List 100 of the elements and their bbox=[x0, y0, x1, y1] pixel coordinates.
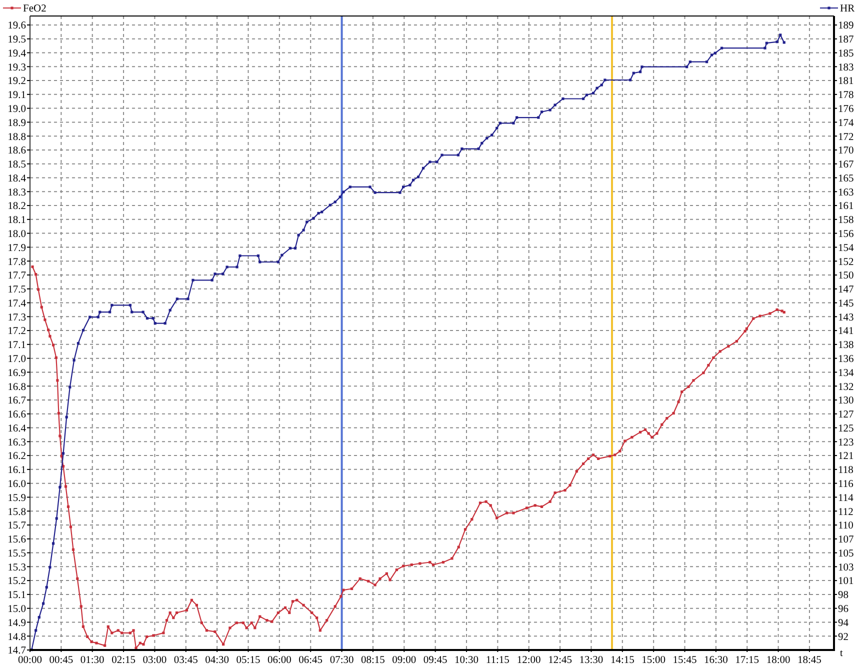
x-tick-label: 07:30 bbox=[330, 655, 354, 666]
y2-tick-label: 118 bbox=[838, 465, 854, 476]
y-tick-label: 15.5 bbox=[8, 548, 26, 560]
y-tick-label: 16.1 bbox=[8, 465, 26, 476]
y-tick-label: 16.8 bbox=[8, 382, 26, 393]
y2-tick-label: 130 bbox=[838, 396, 854, 407]
x-tick-label: 09:00 bbox=[392, 655, 416, 666]
x-tick-label: 06:00 bbox=[267, 655, 292, 666]
y2-tick-label: 112 bbox=[838, 506, 854, 518]
x-tick-label: 11:15 bbox=[486, 655, 510, 666]
y2-tick-label: 132 bbox=[838, 382, 854, 393]
x-tick-label: 03:00 bbox=[142, 655, 167, 666]
x-tick-label: 02:15 bbox=[112, 655, 136, 666]
x-tick-label: 12:45 bbox=[548, 655, 572, 666]
y2-tick-label: 98 bbox=[838, 590, 848, 602]
y2-tick-label: 136 bbox=[838, 354, 854, 366]
x-tick-label: 16:30 bbox=[704, 655, 728, 666]
y2-tick-label: 127 bbox=[838, 410, 854, 421]
y2-tick-label: 170 bbox=[838, 146, 854, 157]
y2-tick-label: 176 bbox=[838, 104, 854, 115]
y-tick-label: 18.0 bbox=[8, 228, 26, 240]
y-tick-label: 14.7 bbox=[8, 646, 26, 657]
y2-tick-label: 107 bbox=[838, 534, 854, 546]
y2-tick-label: 187 bbox=[838, 34, 854, 46]
y2-tick-label: 183 bbox=[838, 62, 854, 74]
y2-tick-label: 154 bbox=[838, 242, 854, 254]
x-tick-label: 04:30 bbox=[205, 655, 230, 666]
y2-tick-label: 101 bbox=[838, 576, 854, 588]
y-tick-label: 16.3 bbox=[8, 437, 26, 448]
x-tick-label: 06:45 bbox=[298, 655, 323, 666]
y-tick-label: 15.1 bbox=[8, 590, 26, 602]
y2-tick-label: 134 bbox=[838, 368, 854, 379]
y2-tick-label: 114 bbox=[838, 492, 854, 504]
y2-tick-label: 94 bbox=[838, 618, 850, 629]
y-tick-label: 18.9 bbox=[8, 118, 26, 129]
x-axis-title: t bbox=[840, 648, 843, 659]
y2-tick-label: 189 bbox=[838, 20, 854, 32]
y-tick-label: 15.2 bbox=[8, 576, 26, 588]
y2-tick-label: 150 bbox=[838, 270, 854, 282]
y-tick-label: 16.4 bbox=[8, 423, 27, 434]
y-tick-label: 19.5 bbox=[8, 34, 26, 46]
x-tick-label: 15:00 bbox=[642, 655, 666, 666]
y2-tick-label: 147 bbox=[838, 284, 854, 296]
y-tick-label: 18.2 bbox=[8, 201, 26, 212]
y-tick-label: 15.8 bbox=[8, 506, 26, 518]
y-tick-label: 14.9 bbox=[8, 618, 26, 629]
x-tick-label: 08:15 bbox=[361, 655, 385, 666]
legend-label: FeO2 bbox=[23, 4, 46, 15]
y-tick-label: 17.1 bbox=[8, 340, 26, 352]
x-tick-label: 17:15 bbox=[735, 655, 760, 666]
x-tick-label: 05:15 bbox=[236, 655, 260, 666]
y-tick-label: 16.7 bbox=[8, 396, 26, 407]
y2-tick-label: 163 bbox=[838, 187, 854, 198]
y2-tick-label: 145 bbox=[838, 298, 854, 310]
y-tick-label: 14.8 bbox=[8, 632, 26, 643]
y-tick-label: 17.8 bbox=[8, 256, 26, 268]
x-tick-label: 03:45 bbox=[174, 655, 198, 666]
y-tick-label: 16.6 bbox=[8, 410, 26, 421]
x-tick-label: 10:30 bbox=[454, 655, 478, 666]
y2-tick-label: 172 bbox=[838, 132, 854, 143]
y-tick-label: 17.0 bbox=[8, 354, 26, 365]
y-tick-label: 15.9 bbox=[8, 492, 26, 504]
legend-label: HR bbox=[840, 4, 855, 15]
y2-tick-label: 121 bbox=[838, 451, 854, 462]
y2-tick-label: 165 bbox=[838, 173, 854, 184]
x-tick-label: 18:00 bbox=[766, 655, 790, 666]
y-tick-label: 17.2 bbox=[8, 326, 26, 338]
y2-tick-label: 138 bbox=[838, 340, 854, 352]
y-tick-label: 18.1 bbox=[8, 215, 26, 226]
y2-tick-label: 105 bbox=[838, 548, 854, 560]
y2-tick-label: 143 bbox=[838, 312, 854, 324]
y-tick-label: 16.0 bbox=[8, 479, 26, 490]
y2-tick-label: 156 bbox=[838, 228, 854, 240]
y2-tick-label: 181 bbox=[838, 76, 854, 88]
y-tick-label: 19.2 bbox=[8, 76, 26, 88]
y2-tick-label: 123 bbox=[838, 437, 854, 448]
x-tick-label: 15:45 bbox=[672, 655, 697, 666]
y-tick-label: 16.9 bbox=[8, 368, 26, 379]
y2-tick-label: 103 bbox=[838, 562, 854, 574]
y2-tick-label: 185 bbox=[838, 48, 854, 60]
y-tick-label: 19.0 bbox=[8, 104, 26, 115]
y2-tick-label: 158 bbox=[838, 215, 854, 226]
y-tick-label: 17.4 bbox=[8, 298, 27, 310]
x-tick-label: 14:15 bbox=[610, 655, 634, 666]
y2-tick-label: 161 bbox=[838, 201, 854, 212]
y-tick-label: 16.2 bbox=[8, 451, 26, 462]
y2-tick-label: 125 bbox=[838, 423, 854, 434]
y-tick-label: 15.6 bbox=[8, 534, 26, 546]
y-tick-label: 17.9 bbox=[8, 242, 26, 254]
y2-tick-label: 141 bbox=[838, 326, 854, 338]
y-tick-label: 15.0 bbox=[8, 604, 26, 616]
x-tick-label: 12:00 bbox=[516, 655, 541, 666]
y-tick-label: 19.4 bbox=[8, 48, 27, 60]
y2-tick-label: 178 bbox=[838, 90, 854, 102]
y-tick-label: 17.7 bbox=[8, 270, 26, 282]
y-tick-label: 18.8 bbox=[8, 132, 26, 143]
y2-tick-label: 152 bbox=[838, 256, 854, 268]
y2-tick-label: 116 bbox=[838, 478, 854, 490]
y-tick-label: 18.6 bbox=[8, 146, 26, 157]
y2-tick-label: 174 bbox=[838, 118, 854, 129]
